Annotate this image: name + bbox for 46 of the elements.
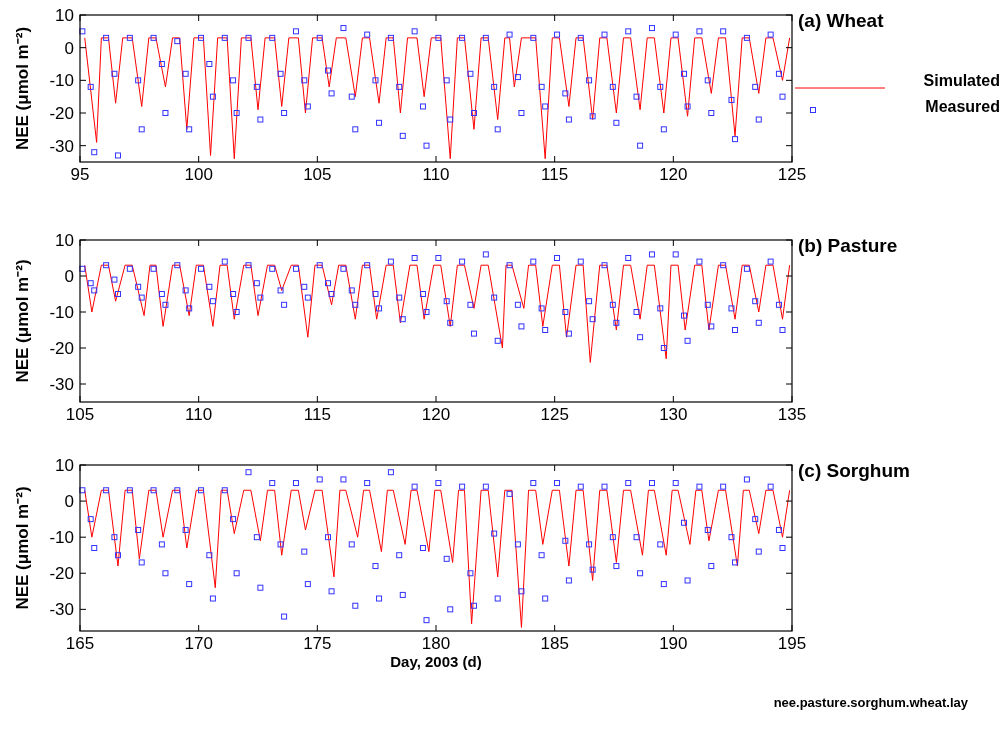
x-tick-label: 105 bbox=[65, 405, 95, 424]
y-tick-label: 0 bbox=[64, 492, 74, 512]
text: (b) Pasture bbox=[798, 235, 898, 256]
x-tick-label: 175 bbox=[303, 634, 332, 653]
text: (c) Sorghum bbox=[798, 460, 910, 481]
y-tick-label: 10 bbox=[55, 456, 74, 475]
x-tick-label: 95 bbox=[70, 165, 90, 184]
y-axis-title: NEE (μmol m⁻²) bbox=[13, 259, 32, 383]
y-tick-label: -30 bbox=[49, 600, 74, 620]
y-tick-label: 0 bbox=[64, 38, 74, 58]
y-tick-label: -20 bbox=[49, 564, 74, 584]
x-axis-title: Day, 2003 (d) bbox=[390, 653, 482, 670]
x-tick-label: 195 bbox=[777, 634, 807, 653]
y-tick-label: 0 bbox=[64, 267, 74, 286]
y-tick-label: -10 bbox=[49, 528, 74, 548]
x-tick-label: 165 bbox=[65, 634, 95, 653]
x-tick-label: 125 bbox=[540, 405, 569, 424]
y-tick-label: -20 bbox=[49, 339, 74, 358]
text: (a) Wheat bbox=[798, 10, 885, 31]
x-tick-label: 180 bbox=[421, 634, 451, 653]
x-tick-label: 130 bbox=[659, 405, 688, 424]
x-tick-label: 170 bbox=[184, 634, 213, 653]
x-tick-label: 110 bbox=[185, 405, 213, 424]
y-tick-label: -10 bbox=[49, 71, 74, 91]
y-tick-label: -30 bbox=[49, 375, 74, 394]
x-tick-label: 125 bbox=[777, 165, 807, 184]
x-tick-label: 110 bbox=[422, 165, 450, 184]
x-tick-label: 135 bbox=[777, 405, 807, 424]
y-tick-label: -30 bbox=[49, 136, 74, 156]
y-tick-label: 10 bbox=[55, 231, 74, 250]
x-tick-label: 120 bbox=[659, 165, 688, 184]
x-tick-label: 185 bbox=[540, 634, 569, 653]
x-tick-label: 190 bbox=[659, 634, 688, 653]
x-tick-label: 115 bbox=[541, 165, 569, 184]
y-tick-label: 10 bbox=[55, 6, 74, 25]
y-axis-title: NEE (μmol m⁻²) bbox=[13, 26, 32, 151]
x-tick-label: 105 bbox=[303, 165, 332, 184]
x-tick-label: 120 bbox=[421, 405, 451, 424]
y-tick-label: -20 bbox=[49, 104, 74, 123]
text: nee.pasture.sorghum.wheat.lay bbox=[773, 695, 969, 710]
y-tick-label: -10 bbox=[49, 303, 74, 322]
x-tick-label: 100 bbox=[184, 165, 213, 184]
text: Simulated bbox=[923, 72, 1000, 89]
y-axis-title: NEE (μmol m⁻²) bbox=[13, 486, 32, 610]
text: Measured bbox=[925, 98, 1000, 115]
x-tick-label: 115 bbox=[303, 405, 331, 424]
